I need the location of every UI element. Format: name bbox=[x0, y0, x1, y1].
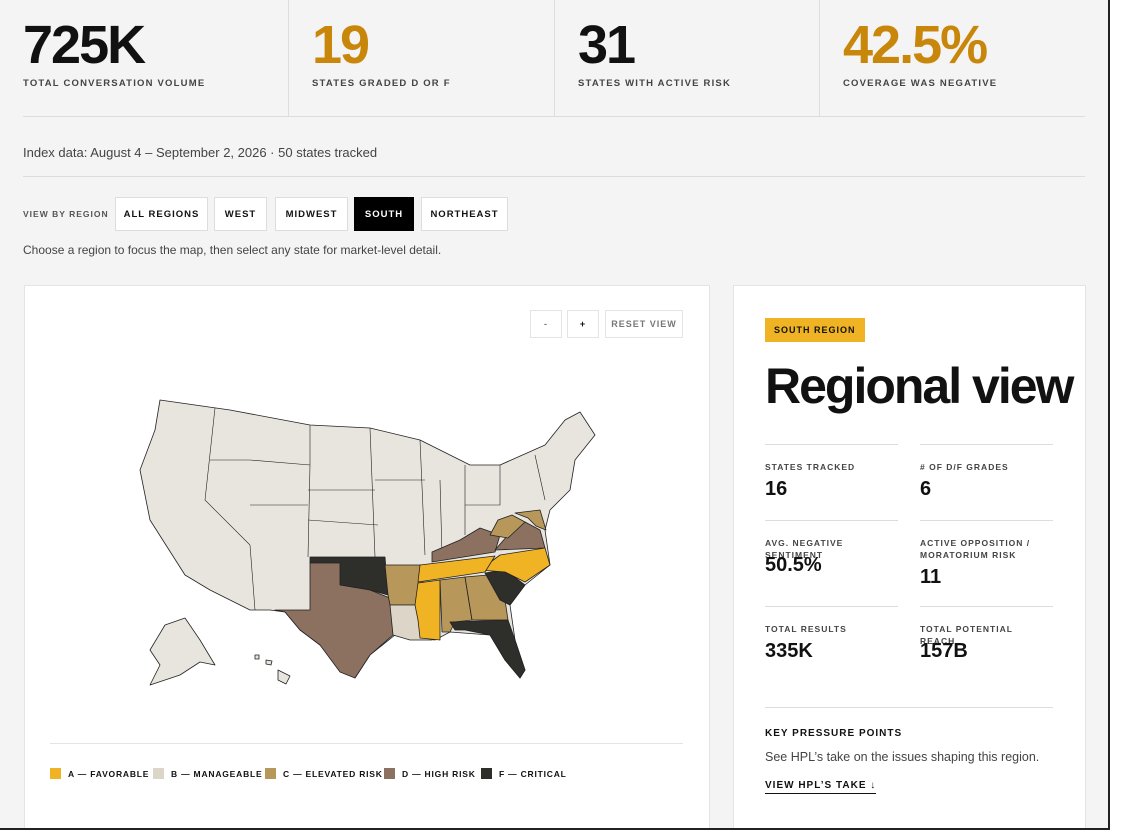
region-panel bbox=[733, 285, 1086, 828]
map-control[interactable]: RESET VIEW bbox=[605, 310, 683, 338]
dashboard: Index data: August 4 – September 2, 2026… bbox=[0, 0, 1110, 830]
stat: 19 STATES GRADED D OR F bbox=[312, 0, 552, 116]
state-georgia[interactable] bbox=[464, 574, 509, 621]
metric-label: TOTAL POTENTIAL REACH bbox=[920, 624, 1013, 646]
legend-item: D — HIGH RISK bbox=[384, 768, 476, 779]
index-note: Index data: August 4 – September 2, 2026… bbox=[23, 145, 378, 160]
metric-value: 50.5% bbox=[765, 554, 822, 576]
pressure-text: See HPL’s take on the issues shaping thi… bbox=[765, 750, 1040, 764]
legend-label: A — FAVORABLE bbox=[68, 768, 150, 779]
metric-label: ACTIVE OPPOSITION / MORATORIUM RISK bbox=[920, 538, 1031, 560]
stat-value: 31 bbox=[578, 15, 636, 75]
metric-value: 11 bbox=[920, 566, 942, 588]
state-maryland[interactable] bbox=[514, 509, 547, 531]
region-button[interactable]: ALL REGIONS bbox=[115, 197, 208, 231]
state-hawaii[interactable] bbox=[277, 669, 291, 685]
filter-label: VIEW BY REGION bbox=[23, 209, 109, 219]
state-hawaii[interactable] bbox=[254, 654, 260, 660]
divider bbox=[765, 606, 898, 607]
divider bbox=[765, 520, 898, 521]
region-button[interactable]: NORTHEAST bbox=[421, 197, 508, 231]
legend-swatch bbox=[153, 768, 164, 779]
metric-label: # OF D/F GRADES bbox=[920, 462, 1009, 472]
state-florida[interactable] bbox=[449, 619, 526, 679]
divider bbox=[50, 743, 683, 744]
state-texas[interactable] bbox=[274, 562, 394, 679]
metric-label: STATES TRACKED bbox=[765, 462, 856, 472]
map-control[interactable]: - bbox=[530, 310, 562, 338]
divider bbox=[554, 0, 555, 116]
legend-item: A — FAVORABLE bbox=[50, 768, 149, 779]
divider bbox=[920, 606, 1053, 607]
divider bbox=[920, 520, 1053, 521]
panel-title: Regional view bbox=[765, 358, 1074, 414]
stat: 42.5% COVERAGE WAS NEGATIVE bbox=[843, 0, 1083, 116]
metric-value: 16 bbox=[765, 478, 788, 500]
region-button[interactable]: WEST bbox=[214, 197, 267, 231]
legend-swatch bbox=[50, 768, 61, 779]
region-button[interactable]: MIDWEST bbox=[275, 197, 348, 231]
us-map bbox=[139, 399, 596, 686]
divider bbox=[765, 444, 898, 445]
metric-label: AVG. NEGATIVE SENTIMENT bbox=[765, 538, 844, 560]
stat: 725K TOTAL CONVERSATION VOLUME bbox=[23, 0, 263, 116]
legend-item: C — ELEVATED RISK bbox=[265, 768, 383, 779]
state-hawaii[interactable] bbox=[265, 659, 273, 666]
metric-value: 335K bbox=[765, 640, 813, 662]
legend-label: F — CRITICAL bbox=[499, 768, 567, 779]
map-control[interactable]: + bbox=[567, 310, 599, 338]
state-tennessee[interactable] bbox=[417, 555, 496, 583]
metric-label: TOTAL RESULTS bbox=[765, 624, 847, 634]
stat-label: COVERAGE WAS NEGATIVE bbox=[843, 78, 998, 89]
region-button[interactable]: SOUTH bbox=[354, 197, 414, 231]
legend-label: C — ELEVATED RISK bbox=[283, 768, 383, 779]
legend-label: D — HIGH RISK bbox=[402, 768, 476, 779]
hint: Choose a region to focus the map, then s… bbox=[23, 243, 442, 257]
stat-label: STATES WITH ACTIVE RISK bbox=[578, 78, 732, 89]
divider bbox=[920, 444, 1053, 445]
stat-label: TOTAL CONVERSATION VOLUME bbox=[23, 78, 206, 89]
take-link[interactable]: VIEW HPL’S TAKE ↓ bbox=[765, 780, 877, 794]
state-alaska[interactable] bbox=[149, 617, 216, 686]
legend-item: B — MANAGEABLE bbox=[153, 768, 262, 779]
pressure-title: KEY PRESSURE POINTS bbox=[765, 728, 903, 739]
legend-label: B — MANAGEABLE bbox=[171, 768, 263, 779]
stat-value: 725K bbox=[23, 15, 146, 75]
legend-item: F — CRITICAL bbox=[481, 768, 567, 779]
state-west-virginia[interactable] bbox=[489, 514, 526, 539]
divider bbox=[23, 116, 1085, 117]
divider bbox=[23, 176, 1085, 177]
divider bbox=[765, 707, 1053, 708]
state-north-carolina[interactable] bbox=[479, 547, 551, 583]
stat: 31 STATES WITH ACTIVE RISK bbox=[578, 0, 818, 116]
legend-swatch bbox=[384, 768, 395, 779]
divider bbox=[819, 0, 820, 116]
stat-value: 42.5% bbox=[843, 15, 988, 75]
region-tag: SOUTH REGION bbox=[765, 318, 865, 342]
metric-value: 157B bbox=[920, 640, 968, 662]
metric-value: 6 bbox=[920, 478, 932, 500]
legend-swatch bbox=[265, 768, 276, 779]
stat-label: STATES GRADED D OR F bbox=[312, 78, 451, 89]
divider bbox=[288, 0, 289, 116]
stat-value: 19 bbox=[312, 15, 370, 75]
legend-swatch bbox=[481, 768, 492, 779]
